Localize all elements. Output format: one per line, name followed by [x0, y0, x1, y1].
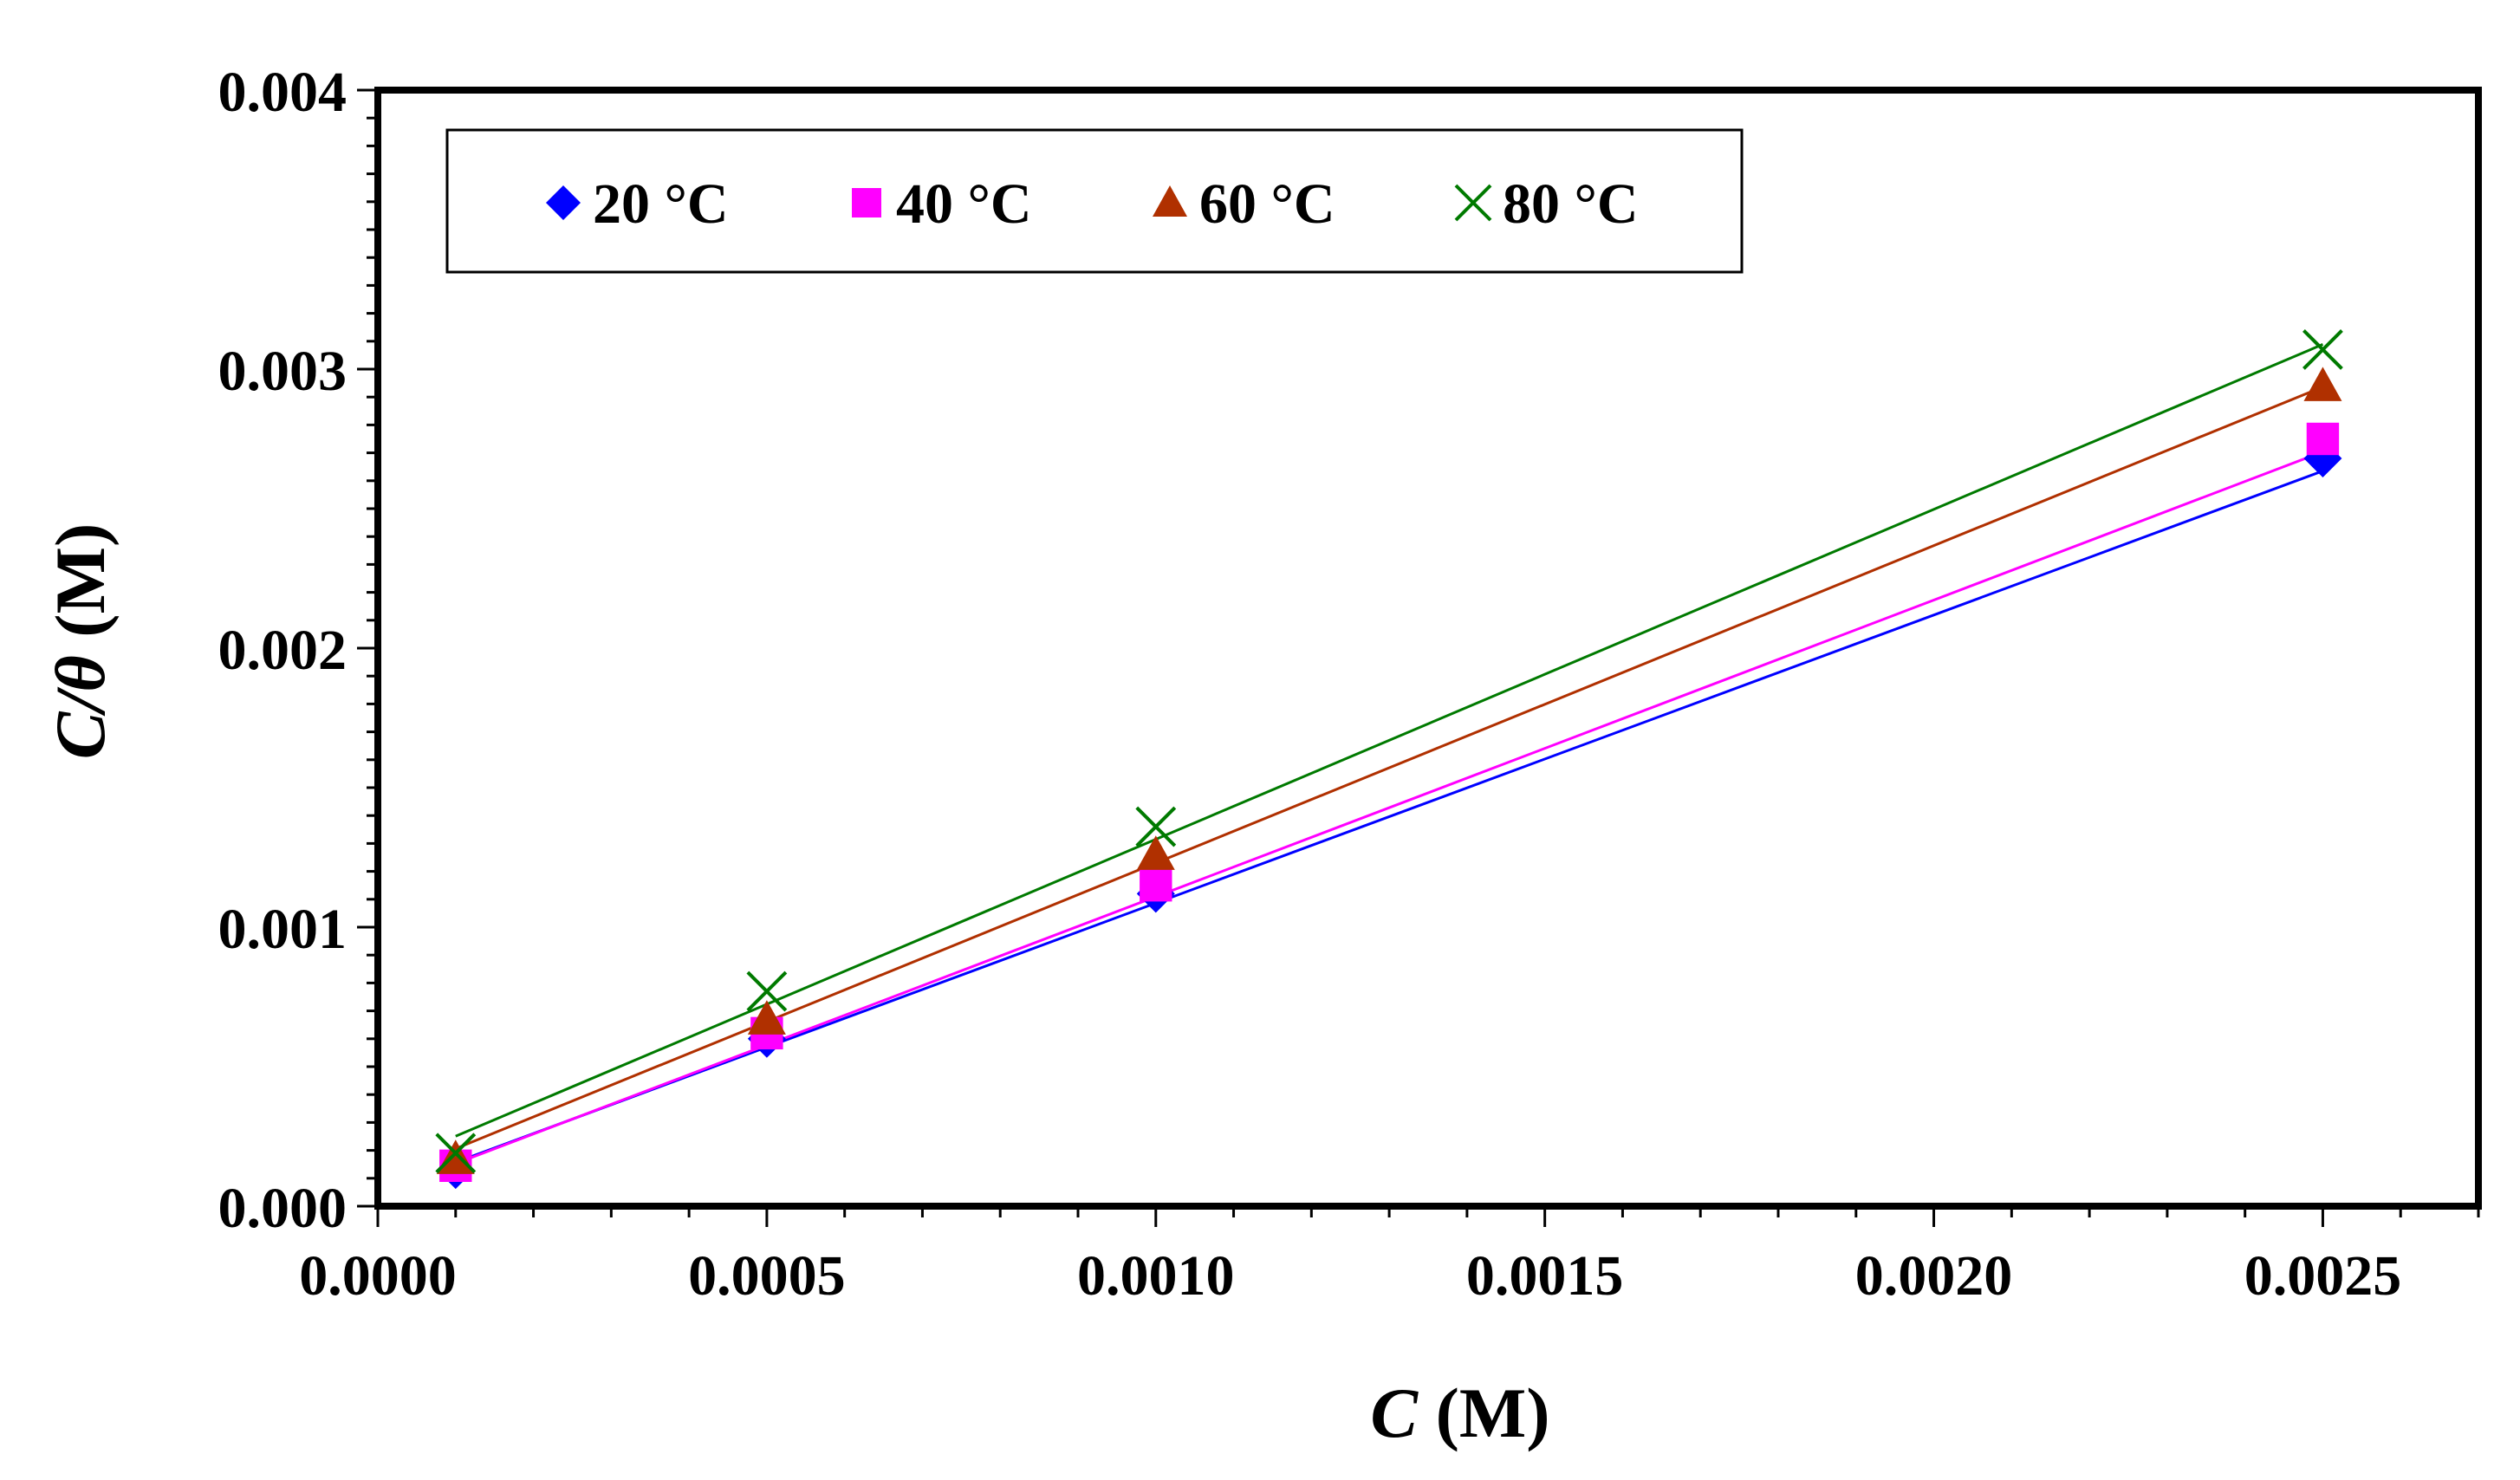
marker-60c [436, 1139, 475, 1174]
legend-marker-60c [1153, 185, 1187, 217]
legend: 20 °C 40 °C 60 °C 80 °C [445, 128, 1744, 274]
x-axis: 0.0000 0.0005 0.0010 0.0015 0.0020 0.0025 [299, 1206, 2480, 1308]
legend-marker-20c [546, 185, 581, 220]
legend-marker-80c [1454, 184, 1492, 222]
y-tick-label: 0.001 [218, 898, 347, 961]
data-markers [435, 329, 2343, 1190]
y-axis-title: C/θ (M) [41, 523, 120, 760]
legend-label-40c: 40 °C [896, 172, 1032, 236]
x-tick-label: 0.0010 [1077, 1244, 1235, 1308]
x-tick-label: 0.0000 [299, 1244, 457, 1308]
marker-80c [435, 1133, 477, 1174]
marker-60c [2303, 367, 2342, 401]
marker-40c [2306, 422, 2340, 456]
legend-box [445, 128, 1744, 274]
y-tick-label: 0.000 [218, 1177, 347, 1240]
legend-marker-40c [852, 188, 881, 217]
marker-60c [747, 1000, 786, 1035]
y-axis: 0.000 0.001 0.002 0.003 0.004 [218, 61, 378, 1240]
marker-60c [1136, 835, 1175, 870]
x-axis-title-var: C [1370, 1373, 1419, 1452]
y-tick-label: 0.003 [218, 340, 347, 403]
y-axis-title-unit: (M) [41, 523, 120, 656]
marker-40c [1140, 869, 1172, 902]
x-tick-label: 0.0025 [2244, 1244, 2402, 1308]
legend-label-80c: 80 °C [1503, 172, 1639, 236]
legend-label-60c: 60 °C [1199, 172, 1335, 236]
x-axis-title-unit: (M) [1418, 1373, 1550, 1452]
x-axis-title: C (M) [1370, 1373, 1549, 1452]
marker-80c [746, 970, 788, 1012]
marker-80c [1135, 806, 1177, 847]
x-tick-label: 0.0005 [688, 1244, 846, 1308]
x-tick-label: 0.0020 [1855, 1244, 2013, 1308]
x-tick-label: 0.0015 [1466, 1244, 1624, 1308]
marker-20c [2303, 439, 2342, 478]
legend-label-20c: 20 °C [593, 172, 729, 236]
marker-80c [2302, 329, 2343, 370]
y-tick-label: 0.002 [218, 619, 347, 682]
y-axis-title-var: C/θ [41, 655, 120, 759]
y-tick-label: 0.004 [218, 61, 347, 124]
